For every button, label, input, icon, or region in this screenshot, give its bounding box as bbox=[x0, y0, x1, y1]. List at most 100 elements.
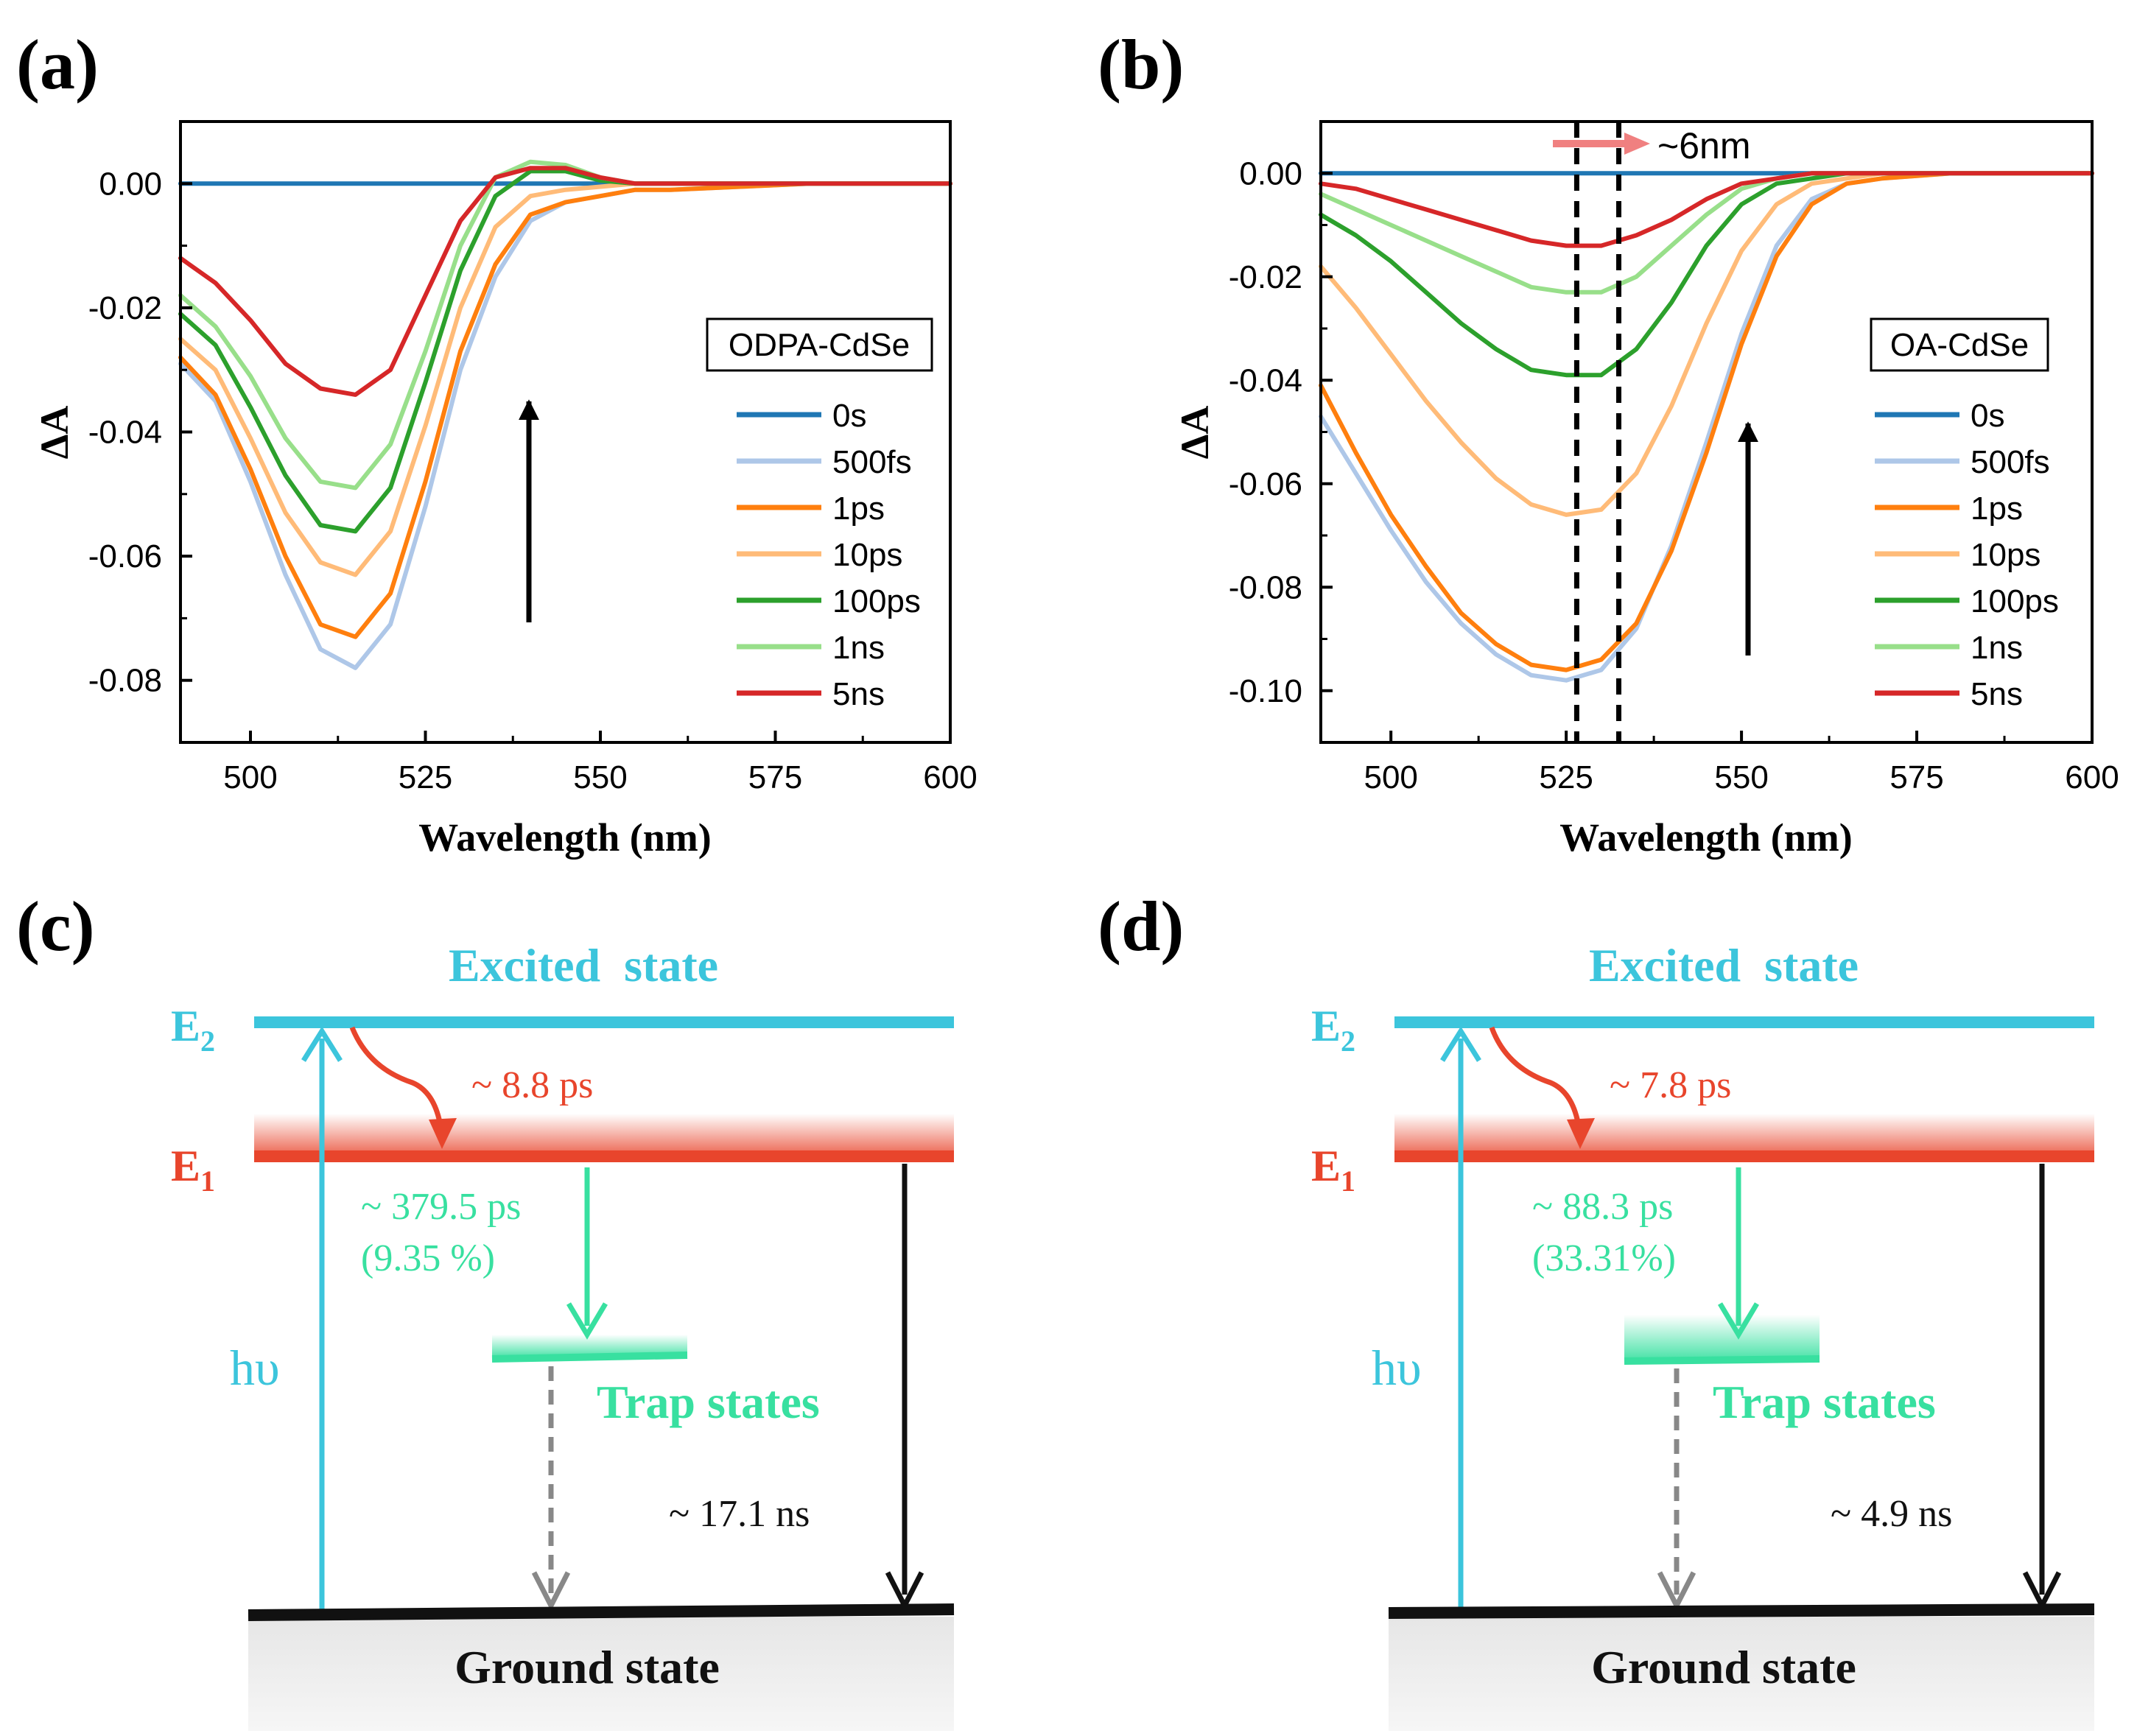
chart-b-series-group bbox=[1319, 171, 2094, 683]
chart-b-legend: 0s 500fs 1ps 10ps 100ps 1ns 5ns bbox=[1875, 398, 2059, 712]
chart-a-xtick-label: 600 bbox=[923, 759, 977, 795]
chart-a-xtick-label: 525 bbox=[399, 759, 452, 795]
chart-b-xtick-label: 550 bbox=[1714, 759, 1768, 795]
diagram-c-e1-label: E1 bbox=[171, 1142, 215, 1198]
diagram-c-ground-level bbox=[248, 1603, 955, 1621]
chart-a-ytick-label: -0.06 bbox=[88, 538, 162, 574]
chart-b-legend-label-10ps: 10ps bbox=[1971, 537, 2041, 573]
diagram-c-e1-glow bbox=[254, 1114, 954, 1156]
chart-b-series-5ns bbox=[1319, 171, 2094, 248]
chart-a-xtick-label: 575 bbox=[748, 759, 802, 795]
chart-a-ytick-label: 0.00 bbox=[99, 166, 162, 202]
chart-a-ytick-label: -0.08 bbox=[88, 663, 162, 699]
chart-b-legend-label-0s: 0s bbox=[1971, 398, 2004, 434]
chart-b-ytick-label: -0.06 bbox=[1229, 466, 1302, 502]
diagram-d-ground-glow bbox=[1389, 1617, 2094, 1731]
chart-a-legend-label-0s: 0s bbox=[832, 398, 866, 434]
chart-a: 500 525 550 575 600 0.00 -0.02 -0.04 -0.06 -0.08… bbox=[32, 120, 978, 860]
chart-b-xtick-label: 500 bbox=[1364, 759, 1417, 795]
diagram-c-rad-time: ~ 17.1 ns bbox=[669, 1493, 810, 1535]
diagram-c-e2-label: E2 bbox=[171, 1002, 215, 1058]
chart-a-ytick-label: -0.04 bbox=[88, 415, 162, 451]
chart-a-legend-label-500fs: 500fs bbox=[832, 444, 912, 480]
chart-b-legend-label-1ns: 1ns bbox=[1971, 630, 2023, 666]
diagram-d: Excited state E2 E1 hυ ~ 7.8 ps ~ 88.3 p… bbox=[1311, 939, 2095, 1731]
chart-a-ytick-label: -0.02 bbox=[88, 290, 162, 326]
chart-b-legend-label-1ps: 1ps bbox=[1971, 491, 2023, 527]
diagram-c-ground-label: Ground state bbox=[455, 1641, 720, 1693]
chart-a-series-group bbox=[178, 159, 952, 670]
chart-b-xtick-label: 600 bbox=[2065, 759, 2119, 795]
chart-b-series-1ps bbox=[1319, 171, 2094, 672]
chart-b-xlabel: Wavelength (nm) bbox=[1559, 815, 1853, 860]
diagram-c-nonrad-arrowhead bbox=[531, 1571, 571, 1612]
panel-a-label: (a) bbox=[16, 25, 99, 104]
chart-a-xtick-label: 500 bbox=[223, 759, 277, 795]
chart-b-legend-label-5ns: 5ns bbox=[1971, 676, 2023, 712]
diagram-d-trap-pct: (33.31%) bbox=[1532, 1237, 1676, 1279]
chart-a-ylabel: ΔA bbox=[32, 406, 77, 460]
chart-a-xtick-label: 550 bbox=[573, 759, 627, 795]
diagram-d-ground-label: Ground state bbox=[1591, 1641, 1856, 1693]
chart-b: 500 525 550 575 600 0.00 -0.02 -0.04 -0.06 -0.08… bbox=[1173, 120, 2119, 860]
chart-a-xlabel: Wavelength (nm) bbox=[418, 815, 712, 860]
diagram-c-relax-time: ~ 8.8 ps bbox=[471, 1064, 593, 1106]
chart-b-legend-label-500fs: 500fs bbox=[1971, 444, 2050, 480]
diagram-d-excitation-arrowhead bbox=[1440, 1026, 1481, 1062]
panel-d-label: (d) bbox=[1098, 887, 1184, 966]
chart-b-xtick-label: 575 bbox=[1889, 759, 1943, 795]
diagram-c-hv: hυ bbox=[230, 1340, 280, 1396]
chart-b-ytick-label: -0.10 bbox=[1229, 673, 1302, 709]
chart-a-series-5ns bbox=[178, 166, 952, 397]
chart-a-legend: 0s 500fs 1ps 10ps 100ps 1ns 5ns bbox=[737, 398, 921, 712]
chart-b-ytick-label: -0.08 bbox=[1229, 569, 1302, 605]
diagram-d-trap-glow bbox=[1624, 1315, 1820, 1359]
chart-a-x-ticks: 500 525 550 575 600 bbox=[223, 731, 978, 795]
diagram-c-trap-time: ~ 379.5 ps bbox=[361, 1186, 521, 1228]
chart-b-legend-title: OA-CdSe bbox=[1890, 327, 2029, 363]
diagram-d-hv: hυ bbox=[1372, 1340, 1422, 1396]
chart-a-legend-title: ODPA-CdSe bbox=[729, 327, 910, 363]
diagram-c: Excited state E2 E1 hυ ~ 8.8 ps ~ 379.5 … bbox=[171, 939, 955, 1731]
chart-b-ytick-label: -0.02 bbox=[1229, 259, 1302, 295]
chart-b-peak-markers bbox=[1573, 122, 1622, 742]
diagram-d-rad-time: ~ 4.9 ns bbox=[1831, 1493, 1952, 1535]
chart-b-shift-label: ~6nm bbox=[1657, 125, 1750, 166]
chart-a-legend-label-1ps: 1ps bbox=[832, 491, 885, 527]
chart-b-y-ticks: 0.00 -0.02 -0.04 -0.06 -0.08 -0.10 bbox=[1229, 120, 1333, 709]
diagram-d-relax-arrowhead bbox=[1567, 1118, 1595, 1149]
chart-a-legend-title-box bbox=[706, 317, 933, 372]
chart-a-y-ticks: 0.00 -0.02 -0.04 -0.06 -0.08 bbox=[88, 120, 192, 699]
diagram-d-e2-label: E2 bbox=[1311, 1002, 1355, 1058]
diagram-c-excited-label: Excited state bbox=[449, 939, 718, 991]
diagram-c-trap-pct: (9.35 %) bbox=[361, 1237, 495, 1279]
chart-b-ytick-label: 0.00 bbox=[1239, 155, 1302, 191]
panel-c-label: (c) bbox=[16, 887, 95, 966]
diagram-d-ground-level bbox=[1388, 1603, 2095, 1619]
diagram-c-trap-level bbox=[491, 1352, 688, 1363]
chart-b-xtick-label: 525 bbox=[1539, 759, 1593, 795]
chart-b-legend-title-box bbox=[1870, 317, 2049, 372]
diagram-d-trap-level bbox=[1624, 1355, 1820, 1365]
diagram-d-excited-label: Excited state bbox=[1589, 939, 1859, 991]
chart-b-legend-label-100ps: 100ps bbox=[1971, 583, 2059, 619]
chart-b-ytick-label: -0.04 bbox=[1229, 362, 1302, 398]
diagram-c-ground-glow bbox=[248, 1617, 954, 1731]
chart-a-legend-label-100ps: 100ps bbox=[832, 583, 921, 619]
chart-a-legend-label-10ps: 10ps bbox=[832, 537, 902, 573]
diagram-d-relax-arrow bbox=[1489, 1026, 1583, 1139]
diagram-d-trap-time: ~ 88.3 ps bbox=[1532, 1186, 1673, 1228]
chart-b-ylabel: ΔA bbox=[1173, 406, 1217, 460]
chart-b-x-ticks: 500 525 550 575 600 bbox=[1364, 731, 2119, 795]
diagram-d-relax-time: ~ 7.8 ps bbox=[1610, 1064, 1731, 1106]
diagram-c-relax-arrow bbox=[349, 1026, 445, 1139]
diagram-c-trap-label: Trap states bbox=[597, 1376, 820, 1428]
chart-a-legend-label-1ns: 1ns bbox=[832, 630, 885, 666]
diagram-d-e1-glow bbox=[1394, 1114, 2094, 1156]
panel-b-label: (b) bbox=[1098, 25, 1184, 104]
diagram-d-e1-label: E1 bbox=[1311, 1142, 1355, 1198]
chart-b-shift-arrow-head bbox=[1624, 133, 1650, 155]
chart-a-series-1ps bbox=[178, 181, 952, 639]
diagram-c-relax-arrowhead bbox=[429, 1118, 457, 1149]
